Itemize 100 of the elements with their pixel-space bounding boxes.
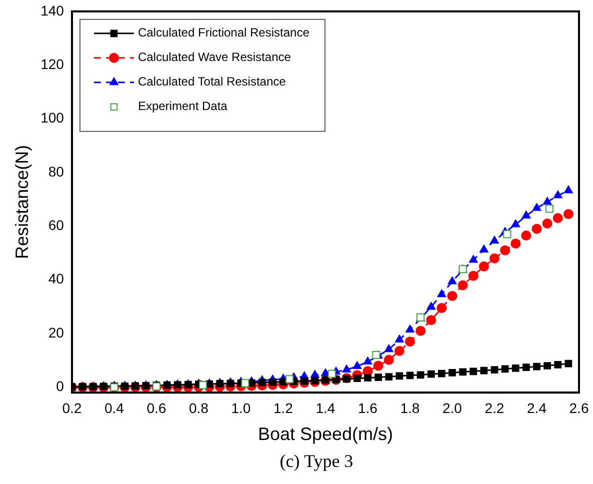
point bbox=[542, 197, 552, 205]
point bbox=[545, 204, 554, 213]
point bbox=[522, 210, 531, 218]
point bbox=[480, 366, 488, 374]
point bbox=[480, 244, 488, 253]
point bbox=[394, 346, 404, 356]
y-tick-label: 140 bbox=[40, 2, 64, 18]
point bbox=[468, 254, 478, 263]
point bbox=[448, 369, 456, 376]
point bbox=[500, 245, 510, 256]
point bbox=[447, 290, 458, 301]
point bbox=[437, 289, 446, 298]
point bbox=[503, 230, 512, 238]
y-tick-label: 60 bbox=[48, 217, 64, 234]
point bbox=[226, 380, 234, 388]
point bbox=[198, 381, 207, 390]
x-tick-label: 1.2 bbox=[273, 400, 294, 416]
legend-label: Calculated Total Resistance bbox=[138, 74, 286, 89]
point bbox=[311, 376, 319, 384]
point bbox=[542, 218, 552, 228]
x-axis-title: Boat Speed(m/s) bbox=[258, 424, 394, 444]
point bbox=[490, 366, 498, 374]
y-tick-label: 100 bbox=[40, 110, 64, 126]
point bbox=[521, 230, 532, 241]
y-tick-label: 80 bbox=[48, 163, 64, 180]
point bbox=[286, 375, 294, 384]
point bbox=[544, 362, 551, 370]
point bbox=[510, 238, 521, 249]
point bbox=[416, 371, 424, 379]
point bbox=[427, 370, 435, 378]
point bbox=[404, 336, 415, 347]
point bbox=[533, 362, 540, 370]
x-tick-label: 1.4 bbox=[316, 400, 336, 416]
legend-label: Calculated Wave Resistance bbox=[138, 50, 292, 64]
point bbox=[448, 276, 457, 284]
x-tick-label: 0.4 bbox=[104, 400, 124, 416]
point bbox=[280, 378, 287, 386]
point bbox=[532, 203, 542, 211]
point bbox=[564, 185, 573, 194]
y-tick-label: 0 bbox=[56, 378, 64, 394]
point bbox=[241, 379, 250, 388]
text: (c) Type 3 bbox=[278, 450, 354, 472]
point bbox=[395, 334, 404, 342]
point bbox=[372, 350, 380, 360]
point bbox=[522, 364, 530, 372]
point bbox=[478, 261, 489, 272]
point bbox=[438, 370, 446, 378]
point bbox=[490, 236, 499, 244]
point bbox=[436, 303, 447, 314]
point bbox=[501, 365, 509, 373]
point bbox=[552, 213, 563, 224]
x-tick-label: 0.2 bbox=[62, 400, 82, 416]
point bbox=[563, 209, 574, 220]
point bbox=[554, 361, 562, 368]
point bbox=[353, 374, 361, 382]
y-tick-label: 20 bbox=[48, 324, 64, 340]
x-tick-label: 1.8 bbox=[400, 400, 420, 416]
x-tick-label: 2.4 bbox=[527, 400, 547, 416]
point bbox=[553, 190, 562, 198]
point bbox=[385, 373, 393, 380]
point bbox=[532, 224, 542, 234]
point bbox=[396, 372, 404, 380]
y-tick-label: 120 bbox=[40, 56, 64, 72]
x-tick-label: 1.0 bbox=[231, 400, 251, 416]
point bbox=[458, 280, 468, 290]
point bbox=[363, 356, 372, 364]
point bbox=[406, 324, 414, 333]
point bbox=[564, 360, 572, 368]
y-tick-label: 40 bbox=[48, 270, 64, 287]
x-tick-label: 0.6 bbox=[146, 400, 166, 416]
point bbox=[216, 380, 224, 388]
point bbox=[470, 368, 478, 376]
point bbox=[373, 360, 384, 371]
point bbox=[511, 220, 520, 228]
x-tick-label: 2.6 bbox=[569, 400, 589, 416]
x-tick-label: 2.2 bbox=[484, 400, 504, 416]
point bbox=[268, 378, 276, 386]
x-tick-label: 1.6 bbox=[358, 400, 378, 416]
point bbox=[258, 378, 266, 386]
point bbox=[406, 372, 414, 380]
x-tick-label: 2.0 bbox=[442, 400, 462, 416]
point bbox=[468, 270, 478, 281]
point bbox=[459, 368, 466, 376]
point bbox=[374, 374, 382, 381]
point bbox=[426, 302, 436, 310]
y-axis-title: Resistance(N) bbox=[12, 144, 32, 260]
point bbox=[416, 326, 426, 336]
point bbox=[300, 377, 308, 385]
point bbox=[426, 315, 436, 326]
point bbox=[384, 344, 394, 352]
point bbox=[352, 361, 362, 370]
point bbox=[384, 354, 394, 365]
point bbox=[489, 253, 500, 264]
x-tick-label: 0.8 bbox=[188, 400, 209, 416]
point bbox=[342, 364, 352, 373]
legend-label: Calculated Frictional Resistance bbox=[138, 26, 310, 40]
point bbox=[364, 374, 372, 382]
legend-label: Experiment Data bbox=[138, 99, 228, 114]
point bbox=[512, 364, 520, 372]
point bbox=[328, 370, 336, 378]
